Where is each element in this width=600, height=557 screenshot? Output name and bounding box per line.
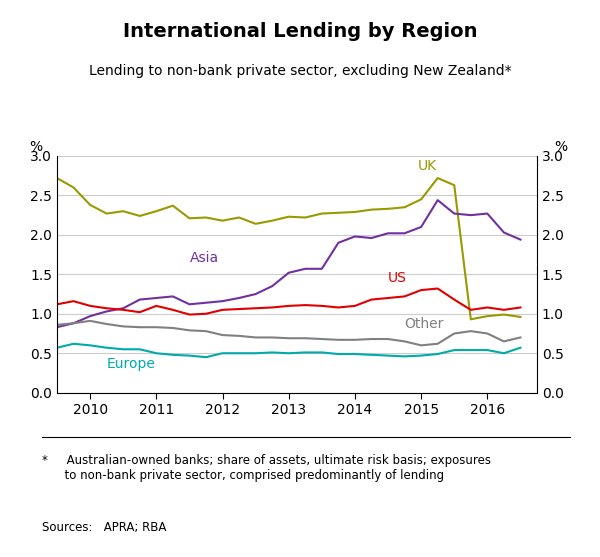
Text: *     Australian-owned banks; share of assets, ultimate risk basis; exposures
  : * Australian-owned banks; share of asset… — [42, 454, 491, 482]
Text: UK: UK — [418, 159, 437, 173]
Text: Sources:   APRA; RBA: Sources: APRA; RBA — [42, 521, 166, 534]
Text: Other: Other — [404, 317, 444, 331]
Text: US: US — [388, 271, 407, 285]
Text: Asia: Asia — [190, 251, 218, 265]
Text: Europe: Europe — [107, 356, 155, 370]
Text: %: % — [29, 140, 42, 154]
Text: Lending to non-bank private sector, excluding New Zealand*: Lending to non-bank private sector, excl… — [89, 64, 511, 78]
Text: %: % — [554, 140, 568, 154]
Text: International Lending by Region: International Lending by Region — [123, 22, 477, 41]
